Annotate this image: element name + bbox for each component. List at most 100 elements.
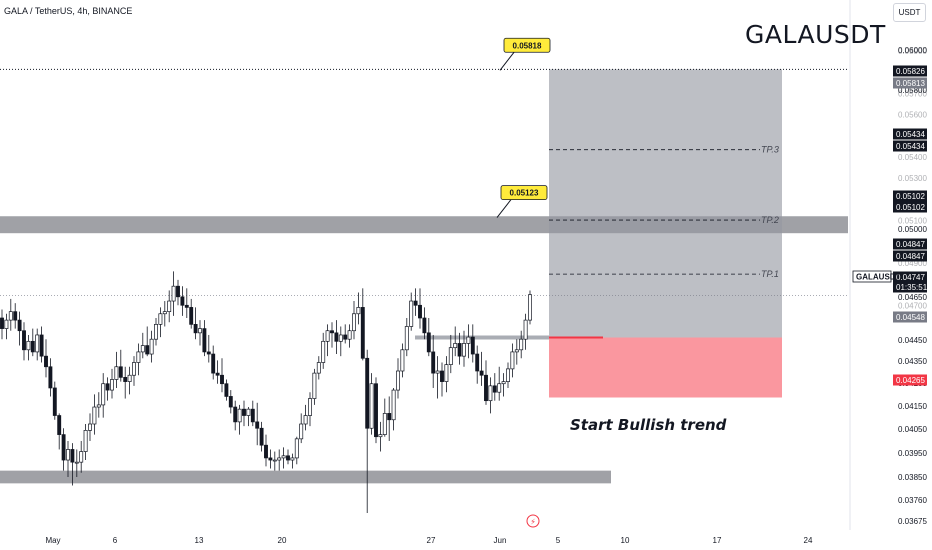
candle-down	[202, 328, 207, 353]
candle-down	[418, 304, 422, 319]
price-callout-box	[503, 37, 551, 53]
candle-down	[44, 355, 48, 368]
candle-up	[519, 338, 524, 351]
candle-up	[66, 449, 70, 461]
position-profit-area	[549, 69, 782, 338]
price-tick-label: 0.04650	[898, 293, 927, 302]
price-tag	[893, 140, 927, 152]
candle-up	[382, 413, 387, 435]
candle-down	[228, 396, 233, 408]
candle-up	[510, 351, 515, 370]
price-axis[interactable]: 0.060000.058000.050000.046500.045500.044…	[849, 0, 928, 530]
candle-up	[4, 319, 9, 329]
candle-up	[101, 383, 106, 406]
candle-up	[488, 385, 493, 402]
candle-down	[48, 366, 53, 389]
price-tick-label: 0.03850	[898, 473, 927, 482]
candle-down	[242, 408, 246, 416]
candle-up	[92, 406, 97, 425]
candle-down	[422, 317, 427, 334]
price-tag-label: 0.05102	[896, 192, 925, 201]
symbol-tag-label: GALAUSDT	[856, 273, 901, 282]
time-tick-label: 20	[278, 536, 287, 545]
candles-layer	[0, 271, 532, 514]
price-tick-label: 0.05900	[898, 47, 927, 56]
candle-up	[132, 362, 136, 376]
candle-up	[352, 313, 356, 332]
price-tag-label: 0.04548	[896, 313, 925, 322]
price-tick-label: 0.04150	[898, 402, 927, 411]
price-callout-pointer	[499, 51, 515, 71]
candle-down	[70, 449, 75, 463]
price-tag-label: 0.04847	[896, 252, 925, 261]
price-tag	[893, 238, 927, 250]
lightning-icon	[526, 514, 540, 528]
candle-up	[448, 347, 453, 365]
candle-up	[400, 349, 405, 372]
candle-up	[369, 383, 374, 429]
price-tick-label: 0.03675	[898, 517, 927, 526]
price-tag	[893, 281, 927, 293]
candle-up	[523, 319, 528, 340]
candle-up	[378, 434, 383, 438]
time-tick-label: Jun	[494, 536, 507, 545]
candle-up	[198, 328, 202, 334]
candle-up	[321, 340, 326, 363]
time-axis[interactable]: May 6 13 20 27 Jun 5 10 17 24	[45, 536, 813, 545]
candle-down	[360, 307, 365, 359]
candle-up	[435, 370, 440, 374]
candle-down	[30, 340, 35, 353]
candle-down	[39, 334, 44, 357]
candle-up	[158, 313, 163, 325]
target-label: TP.2	[761, 215, 779, 225]
price-tick-label: 0.04050	[898, 425, 927, 434]
price-tag	[893, 65, 927, 77]
candle-up	[506, 368, 510, 382]
trend-annotation: Start Bullish trend	[570, 416, 727, 434]
candle-up	[281, 455, 286, 459]
candle-down	[145, 345, 150, 355]
price-tick-label: 0.03760	[898, 496, 927, 505]
candle-up	[391, 389, 396, 421]
candle-down	[193, 324, 198, 334]
candle-up	[96, 404, 101, 408]
candle-up	[246, 408, 251, 416]
candle-down	[484, 374, 488, 402]
candle-up	[299, 423, 304, 440]
candle-down	[259, 427, 264, 446]
candle-up	[462, 343, 466, 357]
candle-down	[492, 385, 497, 393]
candle-up	[528, 294, 532, 321]
candle-down	[211, 353, 216, 374]
candle-down	[268, 457, 273, 461]
candle-up	[312, 372, 317, 399]
candle-down	[264, 444, 268, 459]
candle-up	[83, 430, 88, 452]
big-symbol-watermark: GALAUSDT	[745, 20, 886, 49]
guide-lines-layer: TP.3 TP.2 TP.1	[0, 68, 848, 296]
currency-button[interactable]: USDT	[893, 3, 926, 22]
time-tick-label: 27	[427, 536, 436, 545]
candle-up	[8, 311, 13, 321]
candle-up	[316, 362, 321, 374]
candle-up	[409, 300, 414, 327]
candle-down	[123, 377, 128, 382]
candle-up	[303, 415, 308, 425]
candle-down	[118, 366, 123, 378]
price-tag	[893, 128, 927, 140]
candle-down	[330, 330, 334, 334]
price-tick-label: 0.03950	[898, 449, 927, 458]
candle-down	[233, 406, 238, 423]
candle-up	[35, 334, 40, 353]
price-callout-pointer	[496, 199, 512, 218]
price-tag-label: 0.04747	[896, 273, 925, 282]
candle-down	[479, 370, 484, 376]
candle-up	[127, 374, 132, 382]
candle-up	[277, 457, 282, 461]
price-tick-label: 0.04450	[898, 336, 927, 345]
candle-down	[215, 372, 220, 376]
candle-up	[466, 336, 471, 344]
candle-down	[17, 319, 22, 332]
candle-up	[26, 340, 31, 351]
